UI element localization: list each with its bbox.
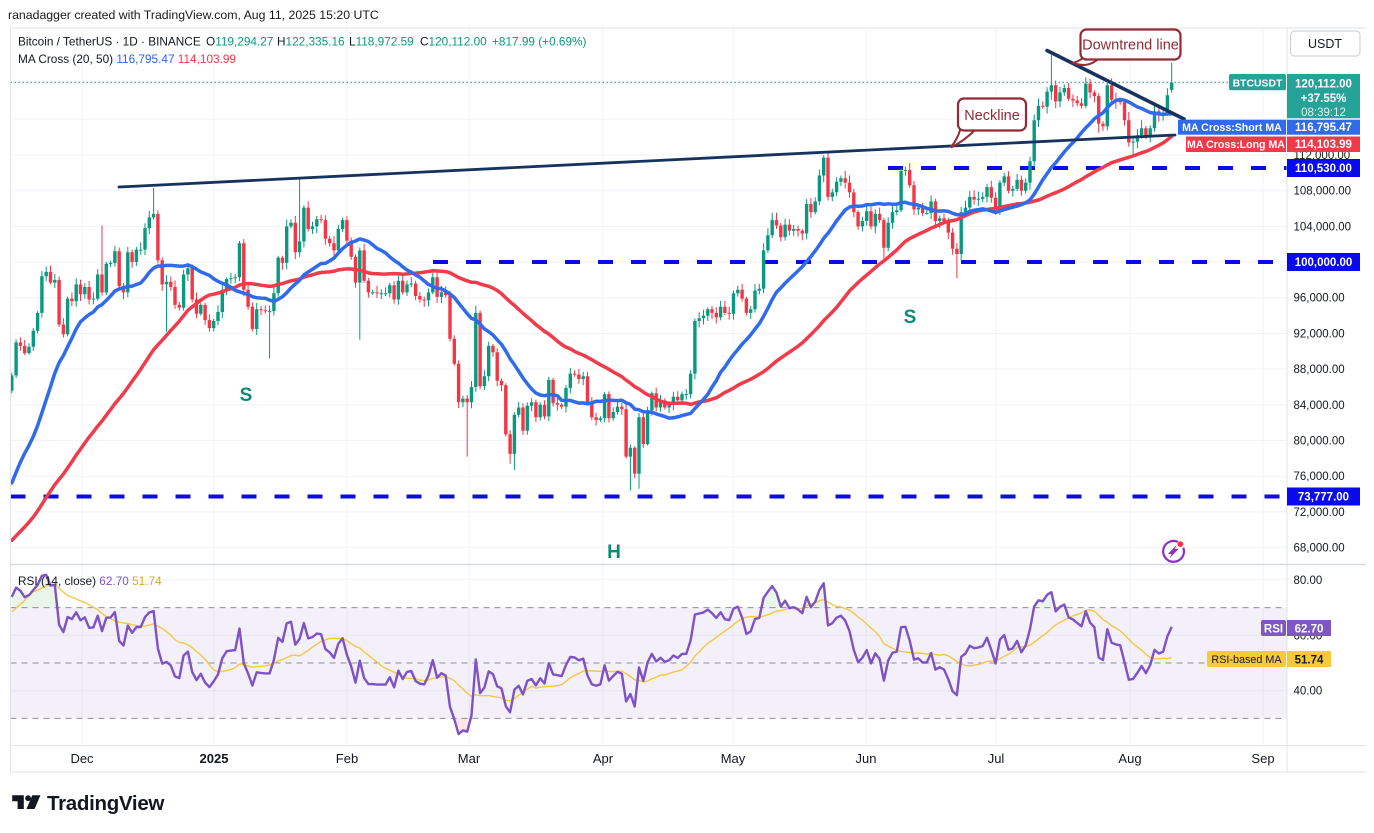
svg-text:80,000.00: 80,000.00 [1294,436,1345,448]
svg-text:TradingView: TradingView [47,792,164,815]
svg-text:Dec: Dec [70,751,94,766]
svg-text:+37.55%: +37.55% [1301,93,1347,105]
svg-text:RSI-based MA: RSI-based MA [1211,654,1282,666]
svg-text:BTCUSDT: BTCUSDT [1233,78,1283,89]
svg-text:68,000.00: 68,000.00 [1294,543,1345,555]
svg-text:120,112.00: 120,112.00 [1295,79,1352,91]
svg-text:80.00: 80.00 [1294,575,1323,587]
svg-text:110,530.00: 110,530.00 [1295,163,1352,175]
svg-text:Mar: Mar [458,751,481,766]
svg-text:Apr: Apr [593,751,614,766]
svg-text:100,000.00: 100,000.00 [1295,257,1353,269]
svg-text:Downtrend line: Downtrend line [1082,38,1179,54]
svg-text:O119,294.27: O119,294.27 [206,35,273,49]
svg-text:MA Cross (20, 50) 116,795.47: MA Cross (20, 50) 116,795.47 114,103.99 [18,52,236,66]
svg-text:88,000.00: 88,000.00 [1294,364,1345,376]
svg-text:73,777.00: 73,777.00 [1298,492,1349,504]
svg-text:114,103.99: 114,103.99 [1295,139,1352,151]
svg-text:40.00: 40.00 [1294,686,1323,698]
svg-text:USDT: USDT [1308,37,1342,51]
svg-text:ranadagger created with Tradin: ranadagger created with TradingView.com,… [8,8,379,22]
svg-text:62.70: 62.70 [1295,624,1324,636]
svg-text:S: S [240,385,253,406]
svg-text:Aug: Aug [1118,751,1141,766]
svg-text:Bitcoin / TetherUS · 1D · BINA: Bitcoin / TetherUS · 1D · BINANCE [18,35,201,49]
svg-text:Neckline: Neckline [964,108,1020,124]
svg-text:RSI (14, close) 62.70 51.74: RSI (14, close) 62.70 51.74 [18,574,162,588]
svg-text:H122,335.16: H122,335.16 [277,35,345,49]
svg-text:+817.99 (+0.69%): +817.99 (+0.69%) [492,35,587,49]
svg-text:S: S [904,307,917,328]
svg-text:108,000.00: 108,000.00 [1294,186,1352,198]
svg-text:92,000.00: 92,000.00 [1294,328,1345,340]
svg-text:76,000.00: 76,000.00 [1294,471,1345,483]
svg-text:08:39:12: 08:39:12 [1301,107,1346,119]
svg-text:MA Cross:Short MA: MA Cross:Short MA [1182,122,1282,134]
svg-text:C120,112.00: C120,112.00 [420,35,487,49]
svg-text:Sep: Sep [1251,751,1274,766]
svg-text:L118,972.59: L118,972.59 [349,35,414,49]
svg-text:MA Cross:Long MA: MA Cross:Long MA [1187,139,1285,151]
svg-text:72,000.00: 72,000.00 [1294,507,1345,519]
svg-text:96,000.00: 96,000.00 [1294,293,1345,305]
svg-text:2025: 2025 [200,751,229,766]
svg-text:Jun: Jun [856,751,877,766]
svg-text:104,000.00: 104,000.00 [1294,221,1352,233]
svg-text:H: H [607,542,621,563]
svg-text:51.74: 51.74 [1295,655,1324,667]
svg-text:116,795.47: 116,795.47 [1295,122,1352,134]
svg-text:Jul: Jul [988,751,1005,766]
svg-text:Feb: Feb [336,751,358,766]
svg-text:84,000.00: 84,000.00 [1294,400,1345,412]
svg-text:RSI: RSI [1264,624,1283,636]
svg-text:May: May [721,751,746,766]
